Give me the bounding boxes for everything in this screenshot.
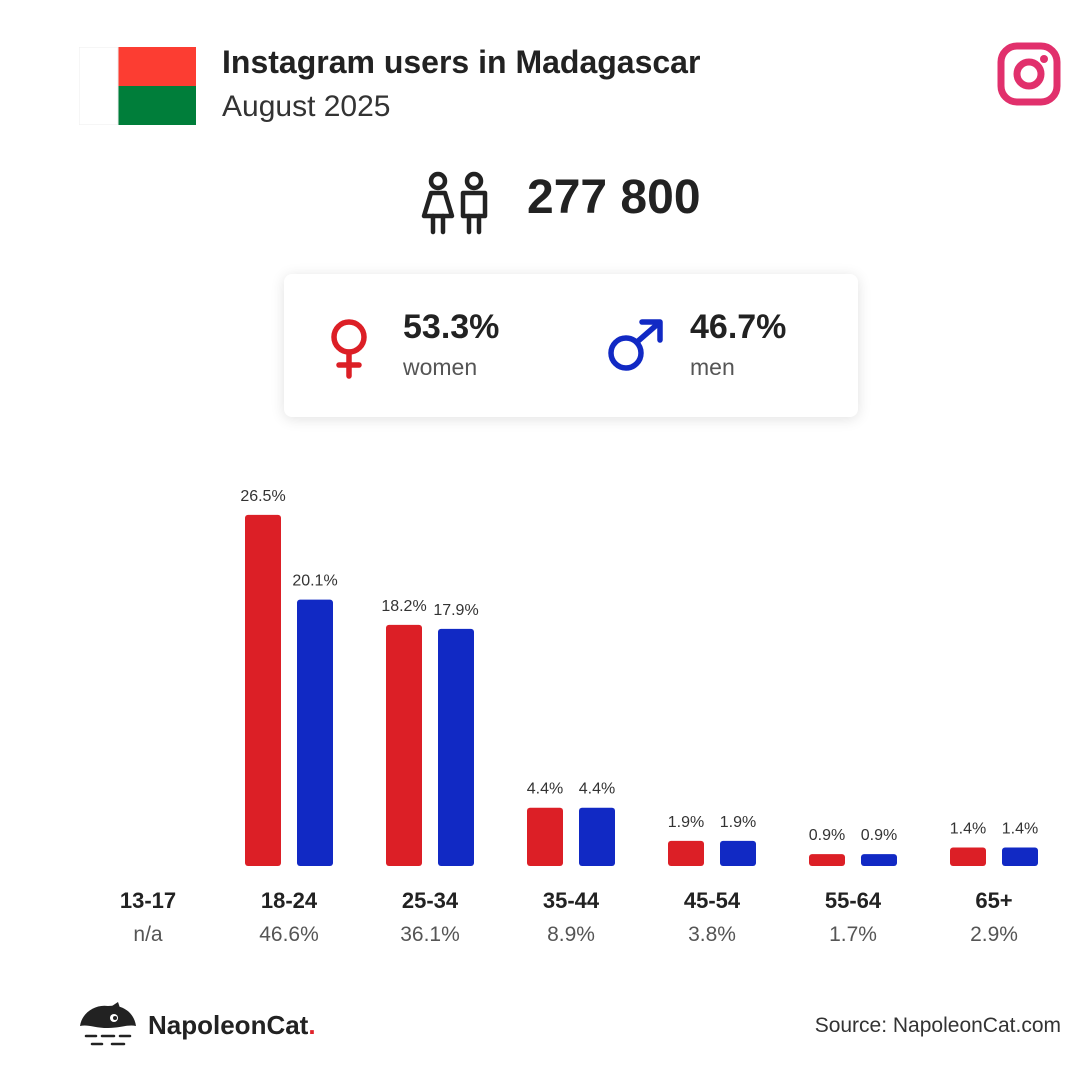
bar-45-54-series-1 bbox=[668, 840, 704, 866]
category-label: 18-24 bbox=[261, 888, 318, 913]
men-label: men bbox=[690, 354, 735, 380]
category-total: 2.9% bbox=[970, 923, 1018, 946]
bar-45-54-series-2 bbox=[720, 840, 756, 866]
age-gender-bar-chart: 13-17 n/a 26.5% 20.1% 18-24 46.6% 18.2% 17.9% 25… bbox=[120, 488, 1038, 946]
bar-value-label: 18.2% bbox=[381, 598, 426, 615]
bar-35-44-series-1 bbox=[527, 807, 563, 866]
bar-value-label: 1.4% bbox=[1002, 820, 1038, 837]
category-label: 25-34 bbox=[402, 888, 459, 913]
bar-65+-series-2 bbox=[1002, 847, 1038, 866]
bar-25-34-series-2 bbox=[438, 628, 474, 866]
category-label: 13-17 bbox=[120, 888, 176, 913]
brand-name: NapoleonCat. bbox=[148, 1010, 316, 1041]
brand-dot: . bbox=[308, 1010, 316, 1040]
bar-value-label: 4.4% bbox=[527, 781, 563, 798]
women-label: women bbox=[403, 354, 478, 380]
bar-value-label: 1.9% bbox=[668, 814, 704, 831]
source-text: Source: NapoleonCat.com bbox=[814, 1014, 1061, 1037]
bar-55-64-series-1 bbox=[809, 854, 845, 866]
gender-split-card: 53.3% women 46.7% men bbox=[284, 274, 858, 417]
bar-value-label: 4.4% bbox=[579, 781, 615, 798]
page-title: Instagram users in Madagascar bbox=[222, 44, 701, 80]
bar-value-label: 1.4% bbox=[950, 820, 986, 837]
bar-18-24-series-1 bbox=[245, 514, 281, 866]
bar-65+-series-1 bbox=[950, 847, 986, 866]
category-total: 8.9% bbox=[547, 923, 595, 946]
bar-value-label: 0.9% bbox=[861, 827, 897, 844]
bar-value-label: 26.5% bbox=[240, 488, 285, 505]
bar-25-34-series-1 bbox=[386, 624, 422, 866]
female-symbol-icon bbox=[331, 319, 367, 379]
page-subtitle: August 2025 bbox=[222, 90, 391, 123]
category-total: 3.8% bbox=[688, 923, 736, 946]
category-label: 65+ bbox=[975, 888, 1012, 913]
instagram-icon bbox=[997, 42, 1061, 106]
women-percentage: 53.3% bbox=[403, 308, 500, 346]
brand-name-text: NapoleonCat bbox=[148, 1010, 309, 1040]
users-icon bbox=[421, 171, 488, 235]
napoleoncat-logo-icon bbox=[80, 1002, 136, 1046]
category-total: 1.7% bbox=[829, 923, 877, 946]
category-label: 35-44 bbox=[543, 888, 600, 913]
category-total: 36.1% bbox=[400, 923, 460, 946]
madagascar-flag-icon bbox=[79, 47, 196, 125]
men-percentage: 46.7% bbox=[690, 308, 787, 346]
male-symbol-icon bbox=[608, 319, 663, 371]
bar-55-64-series-2 bbox=[861, 854, 897, 866]
bar-value-label: 20.1% bbox=[292, 573, 337, 590]
bar-value-label: 17.9% bbox=[433, 602, 478, 619]
bar-35-44-series-2 bbox=[579, 807, 615, 866]
category-total: 46.6% bbox=[259, 923, 319, 946]
total-users-value: 277 800 bbox=[527, 171, 701, 224]
category-label: 55-64 bbox=[825, 888, 882, 913]
bar-value-label: 0.9% bbox=[809, 827, 845, 844]
bar-value-label: 1.9% bbox=[720, 814, 756, 831]
category-total: n/a bbox=[133, 923, 163, 946]
category-label: 45-54 bbox=[684, 888, 741, 913]
bar-18-24-series-2 bbox=[297, 599, 333, 866]
